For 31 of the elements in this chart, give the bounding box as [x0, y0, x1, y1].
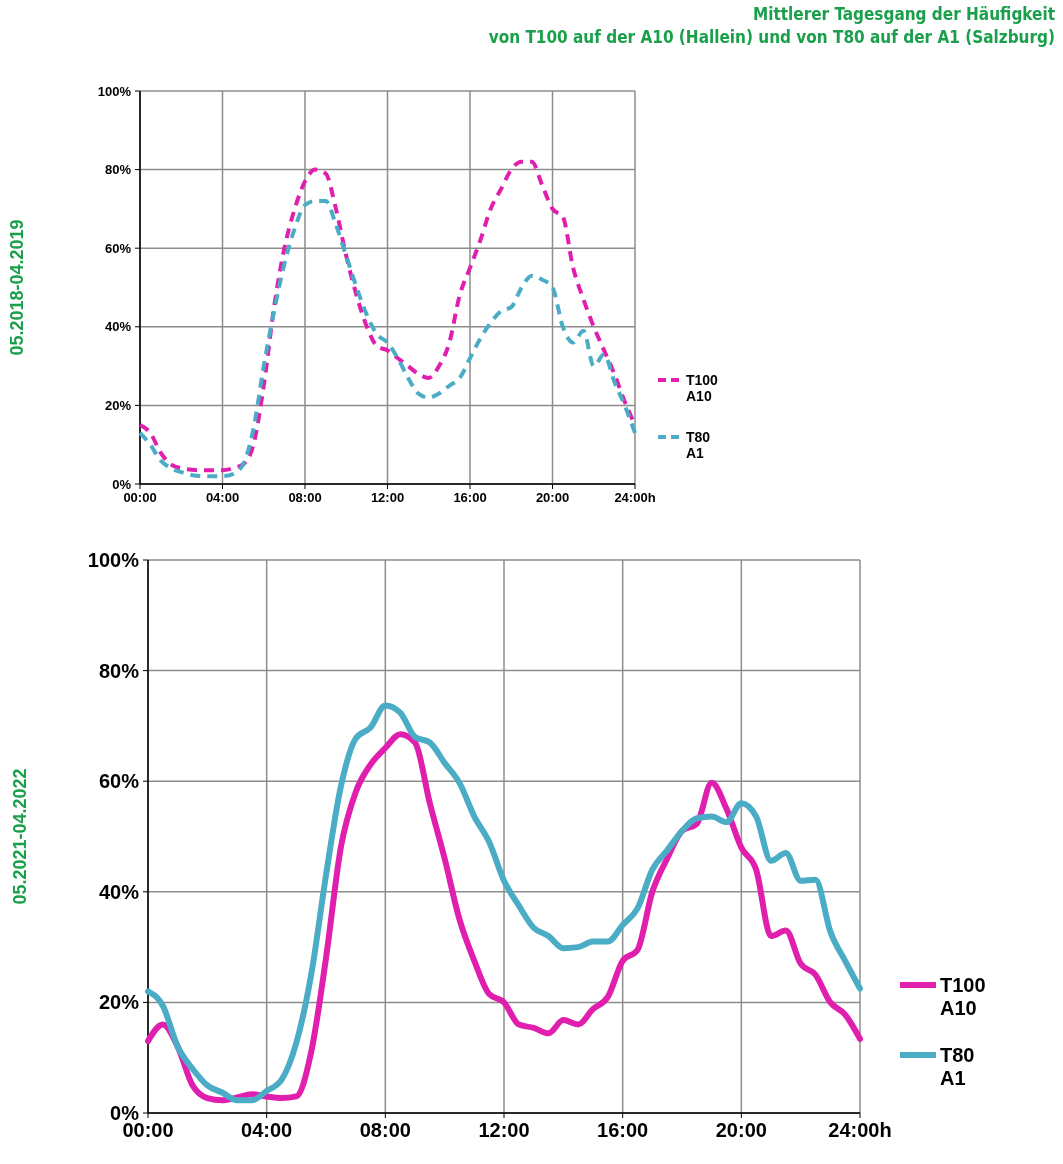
y-tick-label: 20% [104, 397, 132, 413]
y-axis-title: 05.2018-04.2019 [7, 219, 28, 356]
y-tick-label: 60% [104, 240, 132, 256]
x-tick-label: 08:00 [288, 490, 322, 506]
y-tick-label: 100% [97, 83, 132, 99]
x-tick-label: 20:00 [715, 1119, 767, 1141]
x-tick-label: 24:00h [828, 1119, 892, 1141]
x-tick-label: 20:00 [535, 490, 570, 506]
y-tick-label: 80% [98, 659, 140, 682]
y-tick-label: 0% [112, 476, 132, 492]
legend-label: T100 A10 [686, 371, 719, 404]
x-tick-label: 04:00 [205, 490, 240, 506]
x-tick-label: 16:00 [453, 490, 487, 506]
y-tick-label: 100% [87, 549, 140, 571]
x-tick-label: 24:00h [614, 490, 656, 506]
legend-label: T80 A1 [686, 428, 711, 461]
y-axis-title: 05.2021-04.2022 [10, 768, 30, 905]
text: Mittlerer Tagesgang der Häufigkeit von T100 auf der A10 (Hallein) und von T80 auf der A1 (Salzburg) [488, 4, 1055, 47]
legend-label: T80 A1 [940, 1044, 975, 1089]
y-tick-label: 40% [104, 319, 132, 335]
y-tick-label: 20% [98, 991, 140, 1014]
y-tick-label: 40% [98, 880, 140, 903]
x-tick-label: 04:00 [241, 1119, 293, 1141]
x-tick-label: 12:00 [478, 1119, 530, 1141]
y-tick-label: 60% [98, 770, 140, 793]
x-tick-label: 16:00 [597, 1119, 649, 1141]
x-tick-label: 08:00 [359, 1119, 411, 1141]
y-tick-label: 80% [104, 162, 132, 178]
x-tick-label: 12:00 [370, 490, 405, 506]
legend-label: T100 A10 [940, 974, 986, 1019]
x-tick-label: 00:00 [123, 490, 157, 506]
